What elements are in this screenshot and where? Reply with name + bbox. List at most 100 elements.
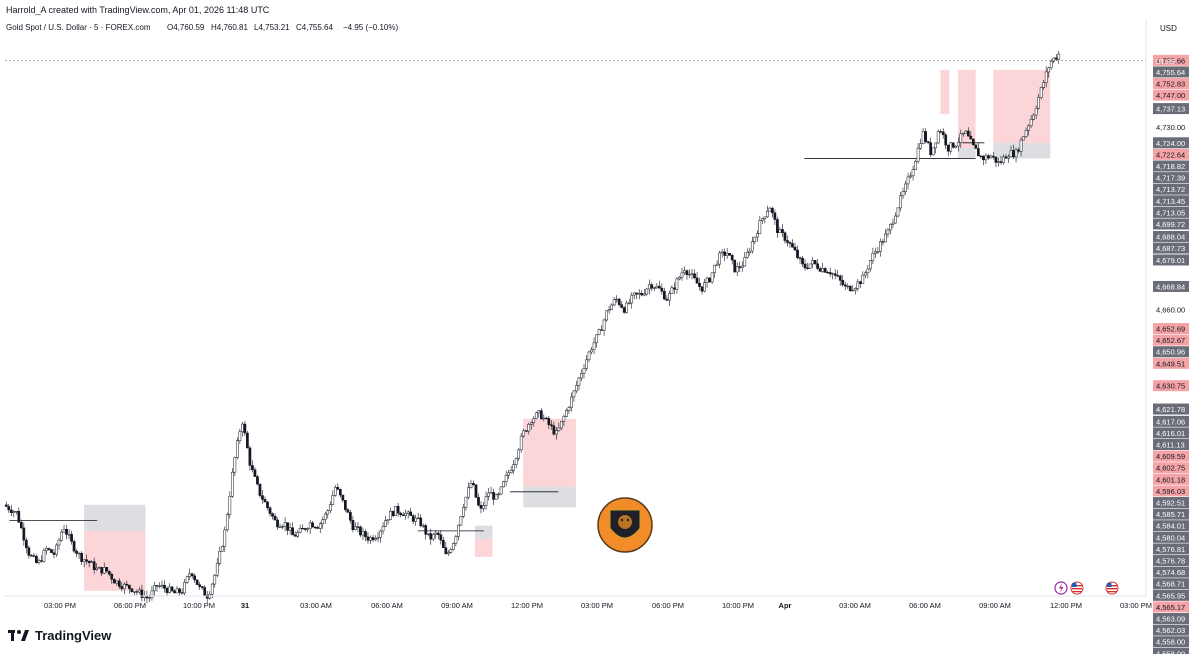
candle-body (532, 418, 536, 424)
us-flag-icon[interactable] (1105, 581, 1119, 595)
candle-body (522, 430, 526, 437)
time-tick-label: 06:00 PM (652, 601, 684, 610)
price-label-bg (1153, 439, 1189, 451)
candle-body (740, 265, 744, 268)
candle-body (55, 544, 58, 555)
candle-body (587, 351, 591, 361)
candle-body (444, 547, 448, 555)
candle-body (828, 272, 832, 275)
demand-zone[interactable] (474, 525, 493, 539)
symbol-title[interactable]: Gold Spot / U.S. Dollar · 5 · FOREX.com (6, 23, 151, 32)
price-label: 4,718.82 (1156, 162, 1185, 171)
supply-zone[interactable] (958, 69, 976, 148)
supply-zone[interactable] (993, 69, 1051, 143)
candle-body (386, 519, 390, 521)
candle-body (615, 298, 618, 301)
candle-body (575, 385, 578, 392)
candle-body (200, 586, 204, 588)
demand-zone[interactable] (523, 486, 576, 508)
price-label: 4,562.03 (1156, 626, 1185, 635)
time-tick-label: 10:00 PM (183, 601, 215, 610)
price-label: 4,679.01 (1156, 256, 1185, 265)
price-label: 4,755.64 (1156, 68, 1185, 77)
candle-body (698, 282, 701, 287)
time-axis[interactable]: 03:00 PM 06:00 PM 10:00 PM 31 03:00 AM 06:00 … (44, 601, 1152, 610)
candle-body (198, 584, 202, 587)
price-label-bg (1153, 172, 1189, 184)
candle-body (210, 583, 214, 595)
us-flag-icon[interactable] (1070, 581, 1084, 595)
candle-body (261, 495, 264, 500)
candle-body (246, 432, 249, 449)
candle-body (663, 291, 666, 300)
candle-body (617, 298, 621, 305)
candle-body (251, 465, 254, 470)
candle-body (371, 537, 375, 541)
candle-body (82, 559, 86, 562)
candle-body (851, 289, 855, 292)
candle-body (1049, 60, 1053, 69)
time-tick-label: 10:00 PM (722, 601, 754, 610)
price-label: 4,592.51 (1156, 499, 1185, 508)
candle-body (205, 594, 209, 599)
candle-body (22, 527, 26, 541)
supply-zone[interactable] (940, 69, 950, 115)
candle-body (592, 342, 596, 351)
price-label-bg (1153, 160, 1189, 172)
candle-body (688, 273, 691, 276)
candle-body (555, 430, 558, 435)
candle-body (414, 517, 418, 522)
candle-body (861, 274, 865, 284)
price-label: 4,737.13 (1156, 105, 1185, 114)
candle-body (318, 523, 322, 529)
time-tick-label: 09:00 AM (441, 601, 473, 610)
candle-body (836, 275, 840, 277)
candle-body (449, 549, 453, 553)
price-label: 4,713.45 (1156, 197, 1185, 206)
candle-body (811, 260, 814, 265)
lightning-icon[interactable] (1054, 581, 1068, 595)
candle-body (788, 242, 792, 244)
price-axis[interactable]: 4,755.66 4,755.64 4,752.83 4,747.00 4,737.13… (1153, 54, 1189, 654)
currency-label[interactable]: USD (1160, 24, 1177, 33)
price-label-bg (1153, 578, 1189, 590)
candle-body (72, 541, 76, 552)
candle-body (203, 587, 207, 596)
candle-body (673, 287, 676, 290)
demand-zone[interactable] (958, 148, 976, 159)
price-label: 4,713.72 (1156, 185, 1185, 194)
price-label: 4,688.04 (1156, 232, 1185, 241)
candle-body (572, 390, 576, 398)
price-label-bg (1153, 647, 1189, 654)
candle-body (693, 273, 696, 279)
price-label-bg (1153, 78, 1189, 90)
candle-body (786, 240, 789, 243)
candle-body (65, 529, 68, 535)
candle-body (625, 302, 629, 313)
ohlc-high: H4,760.81 (211, 23, 248, 32)
candle-body (979, 155, 983, 157)
candle-body (524, 430, 528, 432)
candle-body (419, 517, 423, 527)
candle-body (944, 134, 948, 146)
candle-body (487, 492, 490, 497)
demand-zone[interactable] (84, 504, 146, 531)
candle-body (843, 284, 847, 287)
candle-body (97, 567, 101, 569)
candle-body (622, 307, 626, 313)
candle-body (700, 286, 704, 292)
price-label: 4,755.66 (1156, 56, 1185, 65)
supply-zone[interactable] (474, 538, 493, 557)
candle-body (364, 531, 367, 538)
candle-body (296, 531, 299, 537)
price-label-bg (1153, 137, 1189, 149)
candle-body (170, 586, 174, 592)
candle-body (776, 219, 779, 233)
supply-zone[interactable] (523, 418, 576, 487)
candle-body (133, 591, 136, 593)
candle-body (258, 483, 262, 496)
candle-body (539, 410, 543, 420)
candle-body (813, 260, 817, 265)
candle-body (924, 131, 927, 142)
